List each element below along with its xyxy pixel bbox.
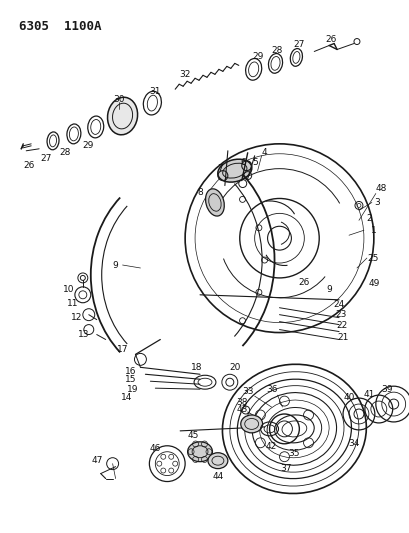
Text: 5: 5: [251, 158, 257, 167]
Text: 36: 36: [265, 385, 276, 394]
Ellipse shape: [205, 189, 224, 216]
Text: 41: 41: [362, 390, 374, 399]
Text: 6: 6: [240, 158, 246, 167]
Text: 26: 26: [23, 161, 35, 170]
Text: 18: 18: [191, 363, 202, 372]
Text: 10: 10: [63, 285, 74, 294]
Text: 12: 12: [71, 313, 82, 322]
Ellipse shape: [240, 415, 262, 433]
Ellipse shape: [107, 97, 137, 135]
Text: 1: 1: [370, 226, 376, 235]
Text: 38: 38: [236, 398, 247, 407]
Ellipse shape: [187, 442, 212, 462]
Text: 47: 47: [92, 456, 103, 465]
Text: 23: 23: [335, 310, 346, 319]
Text: 46: 46: [149, 445, 161, 453]
Text: 40: 40: [342, 393, 354, 401]
Text: 11: 11: [67, 299, 79, 308]
Text: 34: 34: [348, 439, 359, 448]
Text: 27: 27: [293, 40, 304, 49]
Text: 24: 24: [333, 300, 344, 309]
Text: 25: 25: [366, 254, 378, 263]
Text: 26: 26: [325, 35, 336, 44]
Text: 9: 9: [326, 285, 331, 294]
Text: 19: 19: [126, 385, 138, 394]
Text: 42: 42: [265, 442, 276, 451]
Text: 44: 44: [212, 472, 223, 481]
Text: 39: 39: [380, 385, 391, 394]
Text: 8: 8: [197, 188, 202, 197]
Text: 33: 33: [241, 386, 253, 395]
Text: 35: 35: [288, 449, 299, 458]
Text: 15: 15: [124, 375, 136, 384]
Text: 14: 14: [121, 393, 132, 401]
Text: 30: 30: [112, 95, 124, 103]
Text: 45: 45: [187, 431, 198, 440]
Text: 3: 3: [373, 198, 379, 207]
Text: 48: 48: [374, 184, 386, 193]
Text: 6305  1100A: 6305 1100A: [19, 20, 101, 33]
Text: 17: 17: [117, 345, 128, 354]
Text: 49: 49: [367, 279, 379, 288]
Text: 27: 27: [40, 154, 52, 163]
Text: 29: 29: [252, 52, 263, 61]
Text: 20: 20: [229, 363, 240, 372]
Text: 7: 7: [216, 164, 222, 173]
Text: 2: 2: [365, 214, 371, 223]
Text: 29: 29: [82, 141, 93, 150]
Text: 13: 13: [78, 330, 89, 339]
Text: 4: 4: [261, 148, 267, 157]
Text: 28: 28: [271, 46, 283, 55]
Text: 21: 21: [337, 333, 348, 342]
Text: 28: 28: [59, 148, 70, 157]
Ellipse shape: [217, 159, 251, 182]
Text: 31: 31: [149, 87, 161, 96]
Text: 32: 32: [179, 70, 190, 79]
Text: 22: 22: [336, 321, 347, 330]
Text: 43: 43: [236, 405, 248, 414]
Text: 9: 9: [112, 261, 118, 270]
Text: 26: 26: [298, 278, 309, 287]
Ellipse shape: [207, 453, 227, 469]
Text: 37: 37: [280, 464, 292, 473]
Text: 16: 16: [124, 367, 136, 376]
